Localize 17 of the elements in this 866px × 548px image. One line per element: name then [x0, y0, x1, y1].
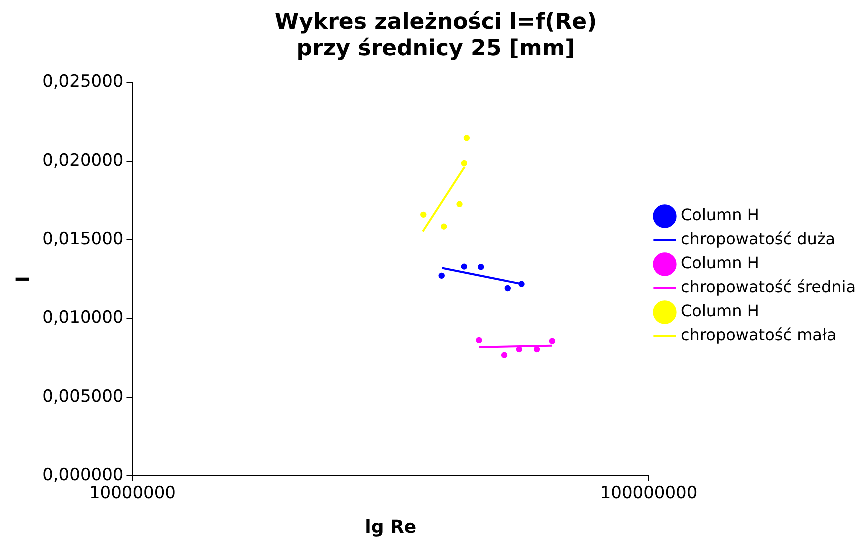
y-tick-label: 0,015000 — [42, 230, 124, 250]
x-tick-label: 100000000 — [600, 484, 698, 504]
y-tick-label: 0,005000 — [42, 386, 124, 407]
y-axis-title: l — [13, 276, 34, 282]
chart-title: Wykres zależności l=f(Re) przy średnicy 25 [mm] — [274, 10, 598, 62]
y-tick-label: 0,020000 — [42, 150, 124, 171]
y-tick-label: 0,010000 — [42, 308, 124, 328]
legend-label: chropowatość mała — [681, 326, 837, 345]
x-tick-label: 10000000 — [89, 484, 176, 504]
y-tick-label: 0,025000 — [42, 72, 124, 92]
legend-label: Column H — [681, 302, 760, 321]
x-axis-title: lg Re — [365, 516, 417, 538]
legend-label: Column H — [681, 254, 760, 273]
legend-label: chropowatość duża — [681, 230, 836, 249]
legend-label: chropowatość średnia — [681, 278, 856, 297]
y-tick-label: 0,000000 — [42, 465, 124, 486]
legend-label: Column H — [681, 206, 760, 225]
